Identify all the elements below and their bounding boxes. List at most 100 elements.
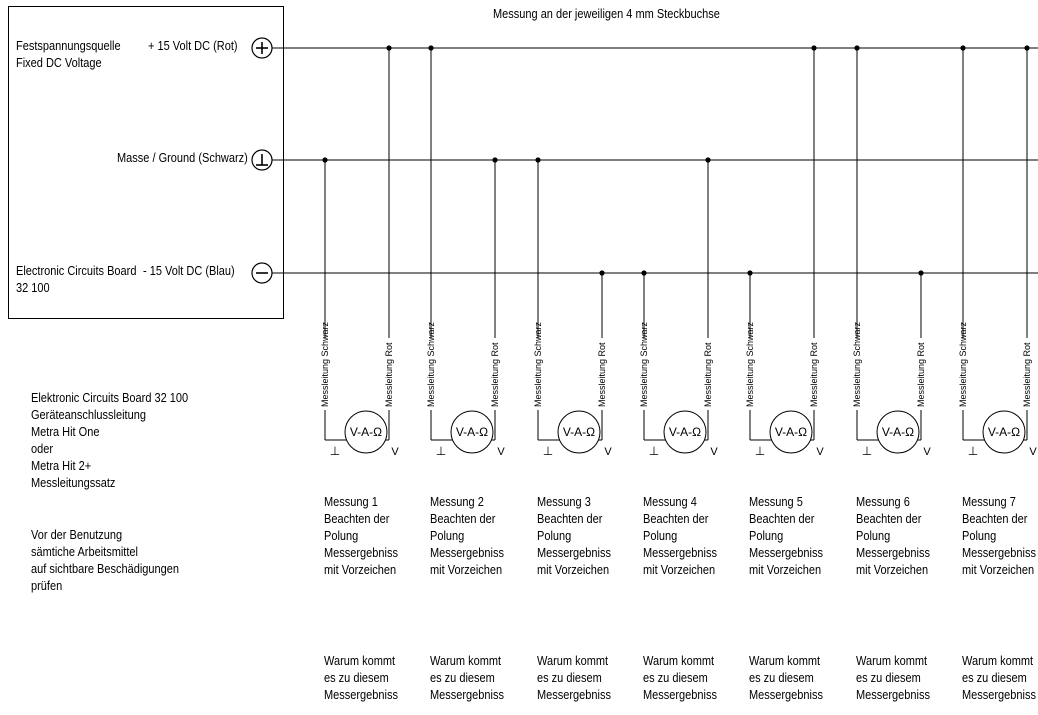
measurement-note-line: Messergebniss — [324, 546, 398, 560]
question-note-line: Messergebniss — [856, 688, 930, 702]
ground-terminal-symbol: ⊥ — [755, 444, 765, 458]
question-note-line: es zu diesem — [749, 671, 814, 685]
junction-dot — [322, 157, 328, 163]
source-box — [8, 6, 284, 319]
multimeter-icon — [557, 410, 601, 454]
question-note-line: Warum kommt — [430, 654, 502, 668]
measurement-note-line: mit Vorzeichen — [324, 563, 397, 577]
meter-label: V-A-Ω — [456, 425, 488, 439]
meter-label: V-A-Ω — [775, 425, 807, 439]
black-lead-label: Messleitung Schwarz — [320, 321, 330, 407]
question-note-line: Warum kommt — [537, 654, 609, 668]
measurement-note-line: Messergebniss — [962, 546, 1036, 560]
volt-terminal-symbol: V — [1029, 446, 1037, 458]
measurement-1: Messleitung Schwarz Messleitung Rot V-A-Ω ⊥… — [320, 45, 399, 458]
red-lead-label: Messleitung Rot — [490, 342, 500, 407]
volt-terminal-symbol: V — [923, 446, 931, 458]
multimeter-icon — [769, 410, 813, 454]
ground-terminal — [251, 149, 273, 171]
measurement-note-line: Messergebniss — [643, 546, 717, 560]
multimeter-icon — [982, 410, 1026, 454]
measurement-note-line: mit Vorzeichen — [430, 563, 503, 577]
volt-terminal-symbol: V — [710, 446, 718, 458]
junction-dot — [599, 270, 605, 276]
red-lead-label: Messleitung Rot — [1022, 342, 1032, 407]
black-lead-label: Messleitung Schwarz — [426, 321, 436, 407]
question-note-line: Messergebniss — [430, 688, 504, 702]
side-note-line: Metra Hit 2+ — [31, 459, 92, 473]
meter-label: V-A-Ω — [563, 425, 595, 439]
volt-terminal-symbol: V — [604, 446, 612, 458]
junction-dot — [428, 45, 434, 51]
side-note-line: Vor der Benutzung — [31, 528, 123, 542]
question-note-line: Messergebniss — [537, 688, 611, 702]
measurement-note-line: mit Vorzeichen — [856, 563, 929, 577]
junction-dot — [854, 45, 860, 51]
board-label-line2: 32 100 — [16, 281, 50, 295]
measurement-2: Messleitung Schwarz Messleitung Rot V-A-Ω ⊥… — [426, 45, 505, 458]
question-note-line: es zu diesem — [643, 671, 708, 685]
minus-rail-label: - 15 Volt DC (Blau) — [143, 264, 235, 278]
measurement-note-line: Polung — [856, 529, 891, 543]
junction-dot — [535, 157, 541, 163]
measurement-5: Messleitung Schwarz Messleitung Rot V-A-Ω ⊥… — [745, 45, 824, 458]
measurement-note-line: mit Vorzeichen — [537, 563, 610, 577]
red-lead-label: Messleitung Rot — [916, 342, 926, 407]
measurement-note-line: Polung — [324, 529, 359, 543]
measurement-columns: Messleitung Schwarz Messleitung Rot V-A-Ω ⊥… — [320, 45, 1037, 458]
question-note-line: es zu diesem — [856, 671, 921, 685]
measurement-note-line: mit Vorzeichen — [962, 563, 1035, 577]
plus-terminal — [251, 37, 273, 59]
diagram-header: Messung an der jeweiligen 4 mm Steckbuch… — [493, 7, 720, 21]
measurement-note-line: Messergebniss — [537, 546, 611, 560]
measurement-7: Messleitung Schwarz Messleitung Rot V-A-Ω ⊥… — [958, 45, 1037, 458]
black-lead-label: Messleitung Schwarz — [745, 321, 755, 407]
plus-rail-label: + 15 Volt DC (Rot) — [148, 39, 238, 53]
measurement-title: Messung 5 — [749, 495, 803, 509]
multimeter-icon — [663, 410, 707, 454]
junction-dot — [918, 270, 924, 276]
question-note-line: Warum kommt — [856, 654, 928, 668]
question-note-line: es zu diesem — [962, 671, 1027, 685]
side-note-line: Metra Hit One — [31, 425, 100, 439]
black-lead-label: Messleitung Schwarz — [958, 321, 968, 407]
junction-dot — [641, 270, 647, 276]
measurement-note-line: Messergebniss — [856, 546, 930, 560]
red-lead-label: Messleitung Rot — [703, 342, 713, 407]
junction-dot — [705, 157, 711, 163]
ground-terminal-symbol: ⊥ — [436, 444, 446, 458]
junction-dot — [960, 45, 966, 51]
red-lead-label: Messleitung Rot — [384, 342, 394, 407]
measurement-note-line: Beachten der — [324, 512, 390, 526]
measurement-note-line: Beachten der — [430, 512, 496, 526]
meter-label: V-A-Ω — [350, 425, 382, 439]
side-note-line: prüfen — [31, 579, 63, 593]
meter-label: V-A-Ω — [669, 425, 701, 439]
measurement-note-line: Beachten der — [856, 512, 922, 526]
measurement-note-line: Polung — [749, 529, 784, 543]
measurement-title: Messung 2 — [430, 495, 484, 509]
measurement-note-line: mit Vorzeichen — [643, 563, 716, 577]
measurement-note-line: Beachten der — [643, 512, 709, 526]
measurement-note-line: Polung — [962, 529, 997, 543]
question-note-line: es zu diesem — [324, 671, 389, 685]
meter-label: V-A-Ω — [882, 425, 914, 439]
volt-terminal-symbol: V — [391, 446, 399, 458]
meter-label: V-A-Ω — [988, 425, 1020, 439]
measurement-note-line: Messergebniss — [749, 546, 823, 560]
volt-terminal-symbol: V — [816, 446, 824, 458]
multimeter-icon — [344, 410, 388, 454]
source-label-line2: Fixed DC Voltage — [16, 56, 102, 70]
side-note-line: auf sichtbare Beschädigungen — [31, 562, 180, 576]
black-lead-label: Messleitung Schwarz — [852, 321, 862, 407]
question-note-line: Warum kommt — [749, 654, 821, 668]
question-note-line: Messergebniss — [324, 688, 398, 702]
ground-terminal-symbol: ⊥ — [543, 444, 553, 458]
ground-terminal-symbol: ⊥ — [968, 444, 978, 458]
question-note-line: Messergebniss — [643, 688, 717, 702]
measurement-title: Messung 7 — [962, 495, 1016, 509]
board-label-line1: Electronic Circuits Board — [16, 264, 137, 278]
junction-dot — [811, 45, 817, 51]
measurement-4: Messleitung Schwarz Messleitung Rot V-A-Ω ⊥… — [639, 157, 718, 458]
